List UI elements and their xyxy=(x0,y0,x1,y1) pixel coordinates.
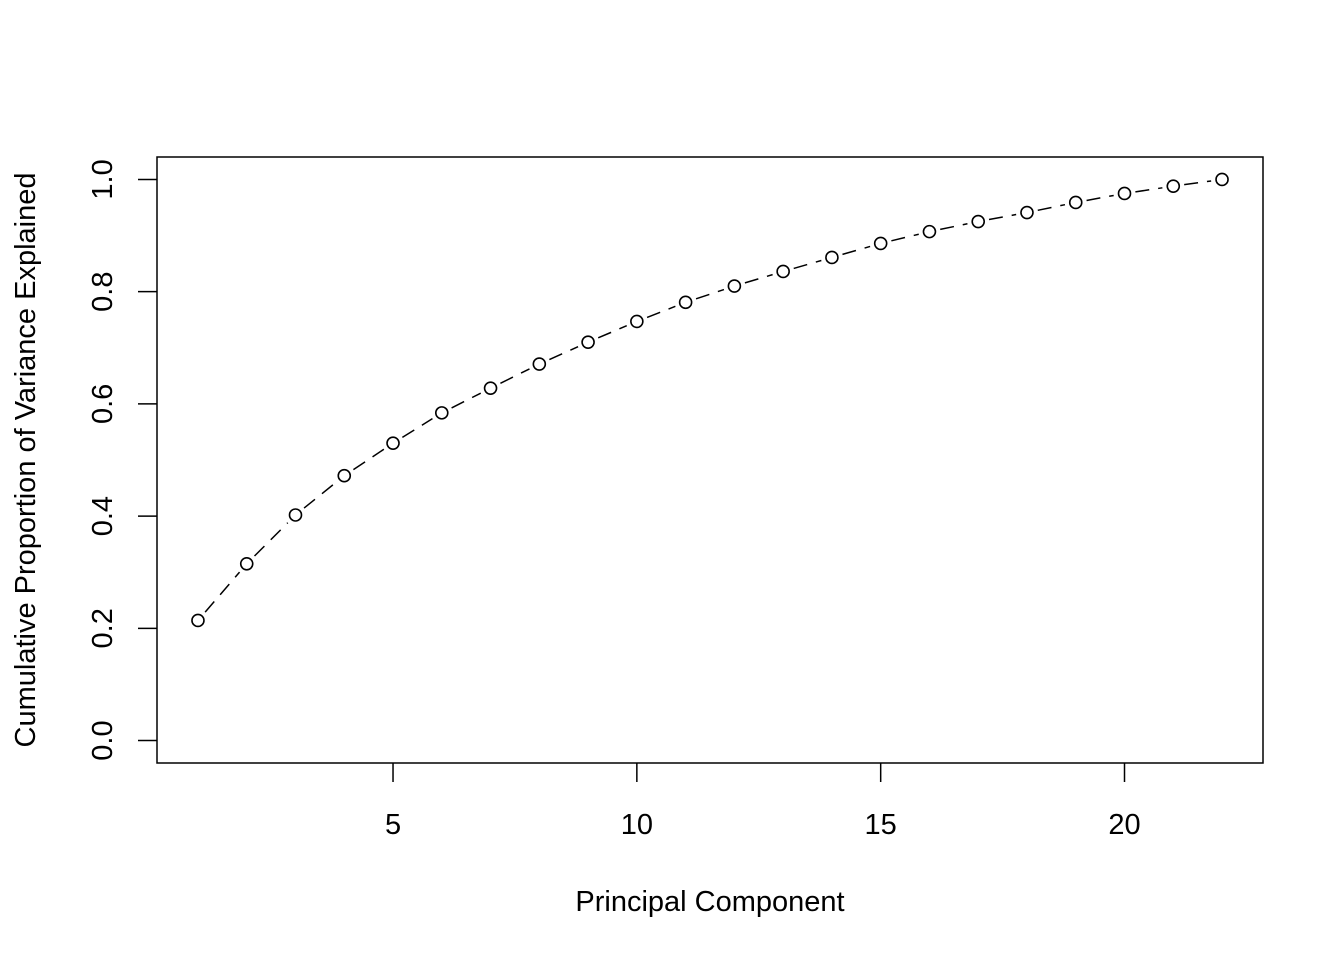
x-tick-label: 5 xyxy=(385,809,401,841)
y-axis-label: Cumulative Proportion of Variance Explai… xyxy=(10,173,42,748)
y-tick-label: 0.2 xyxy=(87,608,119,648)
series-line-segment xyxy=(988,213,1017,221)
data-point xyxy=(873,236,888,251)
series-line-segment xyxy=(352,448,385,471)
data-point xyxy=(678,295,693,310)
data-point xyxy=(239,557,254,571)
series-line-segment xyxy=(1135,187,1163,193)
series-line-segment xyxy=(1037,203,1066,212)
data-point xyxy=(1215,172,1229,187)
y-tick-label: 0.0 xyxy=(87,720,119,760)
y-axis: 0.0 0.2 0.4 0.6 0.8 1.0 xyxy=(87,159,157,761)
data-point xyxy=(1117,186,1132,201)
data-point xyxy=(1020,205,1034,220)
x-tick-label: 20 xyxy=(1108,809,1140,841)
series-line-segment xyxy=(303,482,337,509)
series-line-segment xyxy=(940,223,968,231)
y-tick-label: 1.0 xyxy=(87,159,119,199)
series-line-segment xyxy=(597,325,628,339)
data-point xyxy=(1068,195,1083,210)
series-line-segment xyxy=(401,418,433,438)
series-line-segment xyxy=(891,233,919,242)
data-point xyxy=(1166,179,1181,193)
series-line-segment xyxy=(793,259,822,270)
x-axis-label: Principal Component xyxy=(575,886,844,918)
data-point xyxy=(727,279,742,293)
data-point xyxy=(337,468,352,483)
data-point xyxy=(922,224,937,239)
x-axis: 5 10 15 20 xyxy=(385,763,1141,841)
series-line-segment xyxy=(253,522,289,557)
series-line-segment xyxy=(744,273,773,284)
data-point xyxy=(581,335,595,349)
data-point xyxy=(483,381,498,395)
series xyxy=(191,172,1229,628)
y-tick-label: 0.6 xyxy=(87,384,119,424)
x-tick-label: 10 xyxy=(621,809,653,841)
x-tick-label: 15 xyxy=(865,809,897,841)
data-point xyxy=(776,264,790,279)
plot-frame xyxy=(156,156,1264,764)
y-tick-label: 0.8 xyxy=(87,272,119,312)
series-line-segment xyxy=(695,288,725,300)
series-line-segment xyxy=(549,345,579,361)
series-line-segment xyxy=(500,368,530,384)
series-line-segment xyxy=(1086,194,1114,202)
data-point xyxy=(386,436,400,450)
series-line-segment xyxy=(451,392,482,409)
data-point xyxy=(630,314,644,329)
y-tick-label: 0.4 xyxy=(87,496,119,536)
series-line-segment xyxy=(1184,180,1212,186)
data-point xyxy=(971,214,986,229)
data-point xyxy=(532,357,547,371)
series-line-segment xyxy=(646,305,676,319)
data-point xyxy=(288,508,303,522)
data-point xyxy=(434,406,449,420)
series-line-segment xyxy=(842,245,871,256)
data-point xyxy=(825,250,839,265)
data-point xyxy=(191,613,205,628)
series-line-segment xyxy=(204,571,241,613)
